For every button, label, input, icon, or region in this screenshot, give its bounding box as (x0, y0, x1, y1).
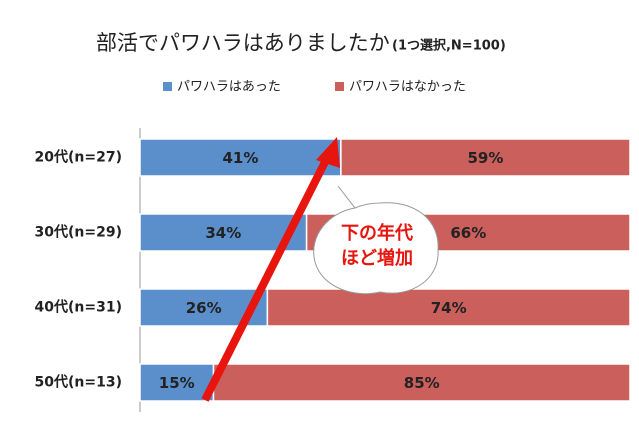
y-tick-label: 40代(n=31) (35, 299, 122, 316)
bar-segment (340, 138, 631, 177)
arrow-head (316, 137, 340, 168)
legend-label: パワハラはなかった (349, 80, 466, 95)
legend-swatch (335, 82, 344, 91)
y-tick-label: 50代(n=13) (35, 374, 122, 391)
legend-label: パワハラはあった (177, 80, 281, 95)
value-label: 34% (205, 224, 241, 242)
value-label: 74% (431, 299, 467, 317)
value-label: 15% (159, 374, 195, 392)
legend-swatch (163, 82, 172, 91)
chart-subtitle: (1つ選択,N=100) (392, 38, 506, 54)
bar-segment (212, 363, 631, 402)
callout-text: ほど増加 (341, 247, 413, 269)
bar-segment (139, 363, 215, 402)
callout-text: 下の年代 (341, 222, 413, 244)
value-label: 85% (404, 374, 440, 392)
bar-segment (266, 288, 631, 327)
value-label: 59% (467, 149, 503, 167)
trend-arrow (201, 156, 331, 402)
value-label: 41% (222, 149, 258, 167)
value-label: 66% (450, 224, 486, 242)
callout-bubble (313, 185, 439, 295)
chart-title: 部活でパワハラはありましたか (96, 31, 390, 55)
y-tick-label: 30代(n=29) (35, 224, 122, 241)
y-tick-label: 20代(n=27) (35, 149, 122, 166)
value-label: 26% (186, 299, 222, 317)
